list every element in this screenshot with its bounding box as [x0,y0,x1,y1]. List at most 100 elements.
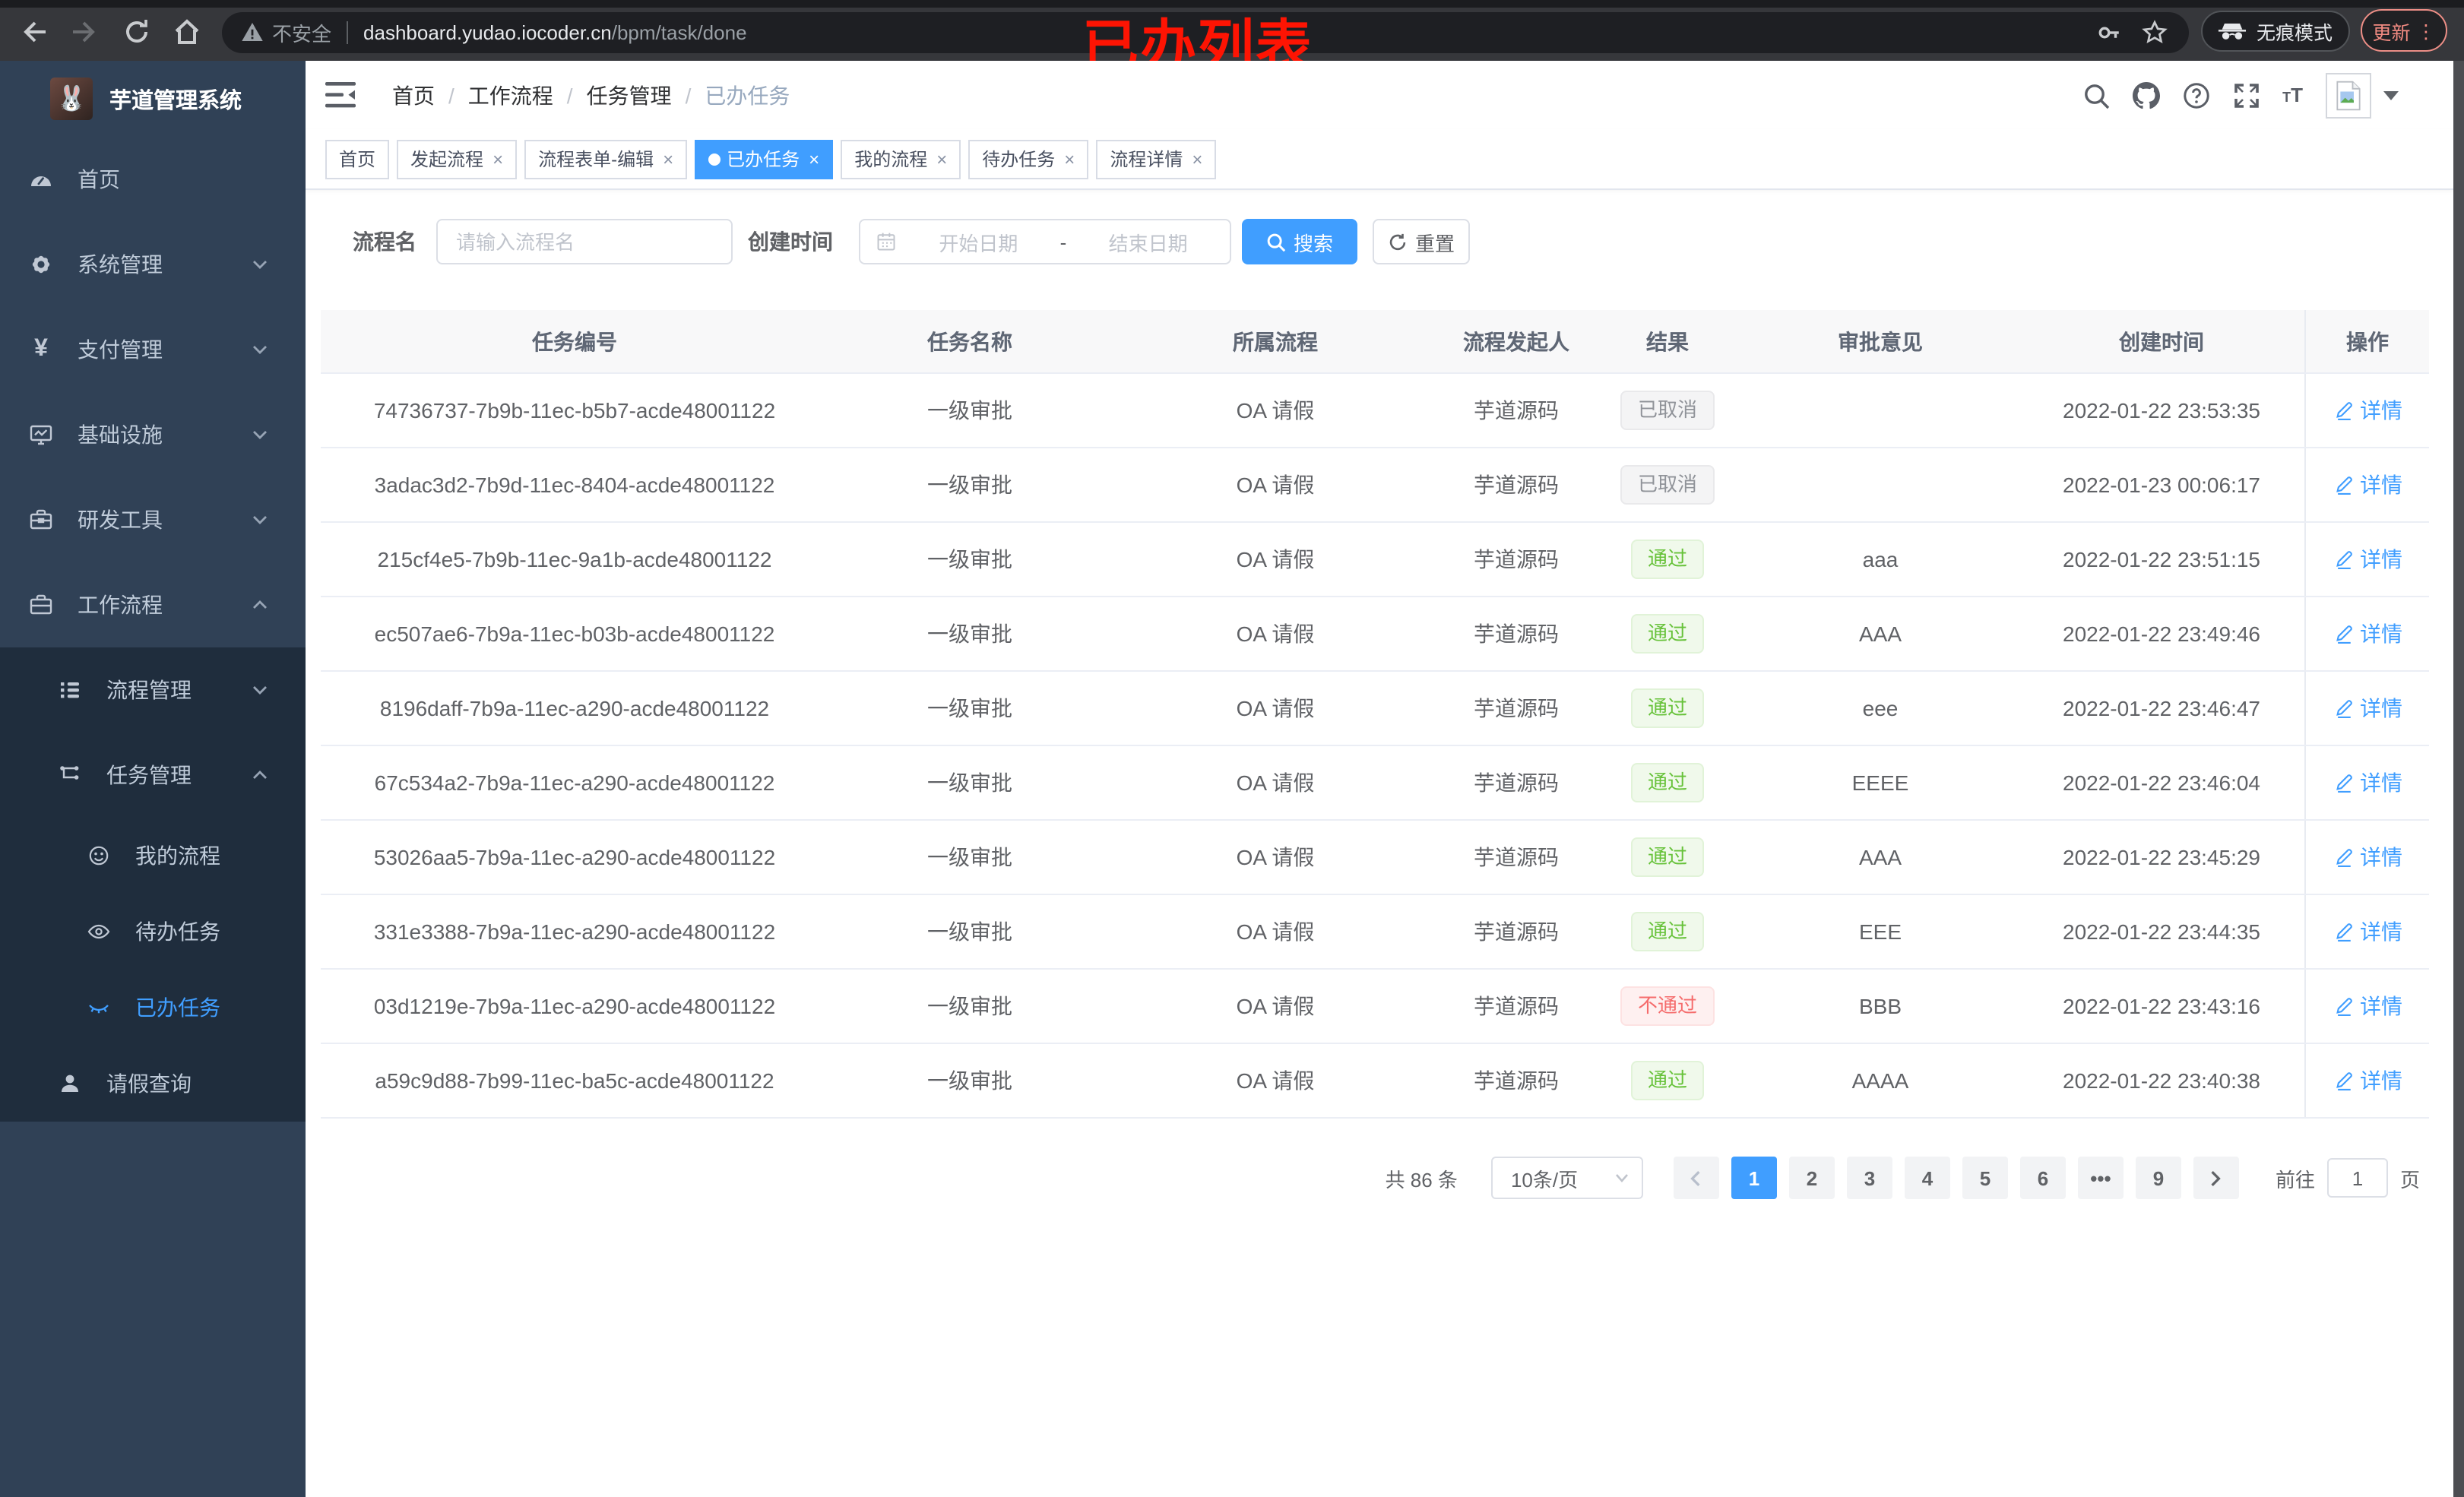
sidebar-item-system[interactable]: 系统管理 [0,222,306,307]
search-button[interactable]: 搜索 [1242,219,1357,264]
detail-link[interactable]: 详情 [2333,395,2402,426]
sidebar-item-todo-tasks[interactable]: 待办任务 [0,894,306,970]
detail-link[interactable]: 详情 [2333,544,2402,574]
tag-done-tasks[interactable]: 已办任务 × [695,139,834,179]
cell-comment: BBB [1858,994,1902,1018]
fullscreen-icon[interactable] [2232,81,2260,109]
tag-process-detail[interactable]: 流程详情 × [1096,139,1217,179]
sidebar-item-my-process[interactable]: 我的流程 [0,818,306,894]
edit-pencil-icon [2333,623,2354,644]
cell-result: 已取消 [1593,465,1742,505]
sidebar-item-infrastructure[interactable]: 基础设施 [0,392,306,477]
page-button[interactable]: 1 [1731,1157,1777,1199]
cell-actions: 详情 [2304,597,2429,670]
chevron-down-icon [1614,1170,1629,1185]
prev-page-button[interactable] [1673,1157,1719,1199]
bookmark-star-icon[interactable] [2142,20,2168,46]
sidebar-item-done-tasks[interactable]: 已办任务 [0,970,306,1046]
cell-actions: 详情 [2304,448,2429,521]
tag-home[interactable]: 首页 [325,139,390,179]
sidebar-item-workflow[interactable]: 工作流程 [0,562,306,647]
detail-link[interactable]: 详情 [2333,693,2402,723]
tag-todo-tasks[interactable]: 待办任务 × [968,139,1089,179]
close-icon[interactable]: × [809,148,820,169]
page-size-select[interactable]: 10条/页 [1490,1157,1643,1199]
col-task-name: 任务名称 [927,329,1012,353]
browser-back-icon[interactable] [18,17,49,47]
detail-link[interactable]: 详情 [2333,619,2402,649]
sidebar-item-dev-tools[interactable]: 研发工具 [0,477,306,562]
refresh-icon [1388,232,1408,252]
cell-starter: 芋道源码 [1474,771,1559,795]
update-button[interactable]: 更新 ⋮ [2361,9,2447,52]
page-button[interactable]: 6 [2019,1157,2066,1199]
sidebar-fold-icon[interactable] [325,82,356,108]
sidebar-item-leave-query[interactable]: 请假查询 [0,1046,306,1122]
breadcrumb-item[interactable]: 首页 [392,83,435,107]
page-button[interactable]: 4 [1904,1157,1950,1199]
sidebar-item-process-management[interactable]: 流程管理 [0,647,306,733]
incognito-badge: 无痕模式 [2201,11,2350,52]
table-row: 67c534a2-7b9a-11ec-a290-acde48001122 一级审… [321,746,2429,821]
process-name-input[interactable] [438,220,731,263]
edit-pencil-icon [2333,474,2354,495]
cell-result: 通过 [1593,763,1742,802]
page-button[interactable]: 5 [1962,1157,2008,1199]
close-icon[interactable]: × [663,148,674,169]
url-bar[interactable]: 不安全 dashboard.yudao.iocoder.cn/bpm/task/… [222,12,2189,53]
help-icon[interactable] [2182,81,2209,109]
sidebar-item-home[interactable]: 首页 [0,137,306,222]
cell-task-name: 一级审批 [927,398,1012,423]
page-button[interactable]: 2 [1788,1157,1835,1199]
font-size-icon[interactable]: TT [2282,84,2303,106]
browser-scrollbar[interactable] [2453,61,2464,1497]
date-range-picker[interactable]: 开始日期 - 结束日期 [859,219,1231,264]
detail-link[interactable]: 详情 [2333,470,2402,500]
cell-created: 2022-01-22 23:44:35 [2063,919,2260,944]
cell-actions: 详情 [2304,970,2429,1043]
goto-page-input[interactable] [2326,1158,2388,1198]
table-row: 3adac3d2-7b9d-11ec-8404-acde48001122 一级审… [321,448,2429,523]
browser-home-icon[interactable] [172,17,202,47]
user-avatar[interactable] [2326,72,2399,118]
cell-process: OA 请假 [1236,696,1315,720]
close-icon[interactable]: × [492,148,504,169]
next-page-button[interactable] [2193,1157,2239,1199]
col-task-id: 任务编号 [532,329,617,353]
breadcrumb-item[interactable]: 任务管理 [586,83,672,107]
col-process: 所属流程 [1233,329,1318,353]
tag-form-edit[interactable]: 流程表单-编辑 × [524,139,688,179]
page-button[interactable]: 9 [2135,1157,2181,1199]
key-icon[interactable] [2096,20,2122,46]
github-icon[interactable] [2132,81,2160,109]
table-body: 74736737-7b9b-11ec-b5b7-acde48001122 一级审… [321,374,2429,1119]
reset-button[interactable]: 重置 [1373,219,1470,264]
table-row: ec507ae6-7b9a-11ec-b03b-acde48001122 一级审… [321,597,2429,672]
cell-starter: 芋道源码 [1474,473,1559,497]
page-button[interactable]: 3 [1846,1157,1892,1199]
sidebar-item-task-management[interactable]: 任务管理 [0,733,306,818]
cell-starter: 芋道源码 [1474,919,1559,944]
detail-link[interactable]: 详情 [2333,916,2402,947]
tag-my-process[interactable]: 我的流程 × [841,139,961,179]
browser-menu-icon[interactable]: ⋮ [2416,21,2436,42]
cell-actions: 详情 [2304,821,2429,894]
close-icon[interactable]: × [1192,148,1203,169]
breadcrumb-item-current: 已办任务 [705,83,790,107]
close-icon[interactable]: × [936,148,948,169]
cell-result: 已取消 [1593,391,1742,430]
breadcrumb-item[interactable]: 工作流程 [467,83,553,107]
search-icon[interactable] [2082,81,2109,109]
detail-link[interactable]: 详情 [2333,767,2402,798]
more-pages-button[interactable]: ••• [2077,1157,2124,1199]
detail-link[interactable]: 详情 [2333,842,2402,872]
tag-start-process[interactable]: 发起流程 × [397,139,518,179]
browser-forward-icon[interactable] [70,17,100,47]
detail-link[interactable]: 详情 [2333,1065,2402,1096]
breadcrumb-separator: / [566,83,573,107]
detail-link[interactable]: 详情 [2333,991,2402,1021]
edit-pencil-icon [2333,698,2354,719]
close-icon[interactable]: × [1064,148,1075,169]
browser-reload-icon[interactable] [122,17,152,47]
sidebar-item-payment[interactable]: ¥ 支付管理 [0,307,306,392]
